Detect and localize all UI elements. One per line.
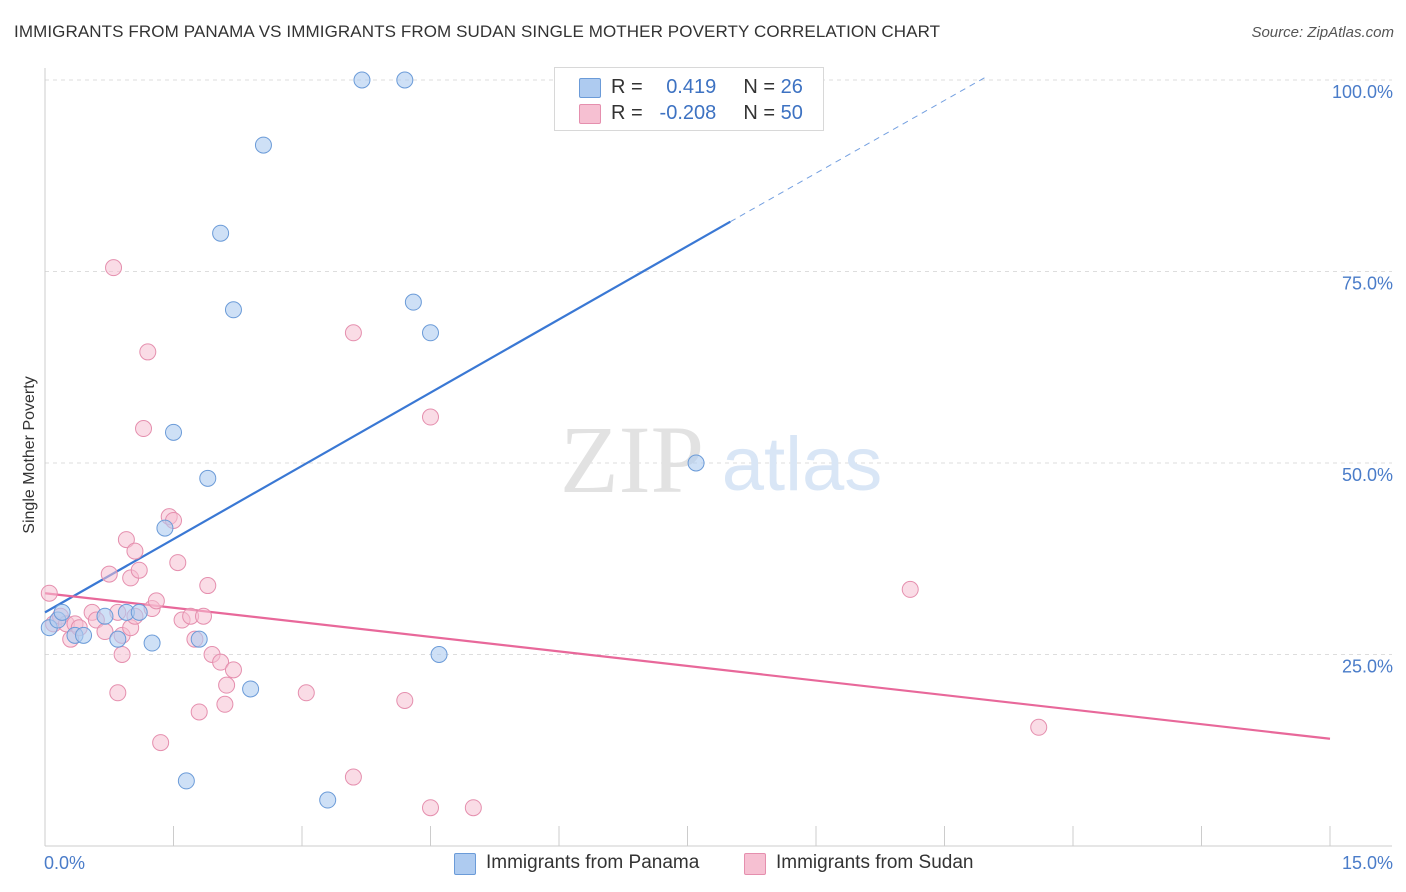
sudan-point — [152, 734, 170, 752]
legend-r-label: R = — [611, 102, 643, 124]
panama-point — [109, 630, 127, 648]
panama-point — [212, 224, 230, 242]
panama-trend-line — [44, 220, 731, 614]
panama-point — [190, 630, 208, 648]
sudan-point — [422, 408, 439, 426]
sudan-point — [224, 661, 242, 679]
sudan-point — [169, 554, 187, 572]
sudan-point — [100, 565, 118, 583]
y-tick-label: 25.0% — [1342, 657, 1393, 677]
tick-label-layer: 25.0% 50.0% 75.0% 100.0% 0.0% 15.0% — [44, 82, 1393, 873]
sudan-point — [139, 343, 157, 361]
legend-r-value: 0.419 — [666, 76, 717, 98]
panama-point — [143, 634, 161, 652]
panama-point — [165, 423, 182, 441]
sudan-point — [1030, 718, 1048, 736]
y-tick-label: 100.0% — [1332, 82, 1393, 102]
panama-point — [242, 680, 260, 698]
sudan-point — [901, 580, 919, 598]
sudan-point — [117, 531, 135, 549]
sudan-legend-label: Immigrants from Sudan — [776, 852, 974, 873]
chart-title: IMMIGRANTS FROM PANAMA VS IMMIGRANTS FRO… — [14, 22, 941, 41]
panama-point — [319, 791, 337, 809]
legend-n-value: 26 — [780, 76, 803, 98]
legend-n-label: N = — [743, 76, 776, 98]
sudan-point — [147, 592, 165, 610]
panama-point — [156, 519, 174, 537]
panama-point — [224, 301, 242, 319]
source-label: Source: ZipAtlas.com — [1251, 24, 1394, 41]
sudan-point — [194, 607, 212, 625]
sudan-point — [216, 695, 234, 713]
sudan-point — [135, 420, 153, 438]
sudan-point — [113, 646, 131, 663]
sudan-point — [126, 542, 144, 560]
legend-r-value: -0.208 — [659, 102, 717, 124]
sudan-point — [344, 768, 362, 786]
panama-point — [422, 324, 439, 342]
panama-point — [396, 71, 414, 89]
panama-point — [353, 71, 371, 89]
panama-swatch — [579, 78, 601, 98]
panama-trend-extension — [730, 75, 988, 223]
sudan-point — [199, 577, 217, 595]
sudan-point — [344, 324, 362, 342]
sudan-point — [105, 259, 123, 277]
sudan-point — [396, 691, 414, 709]
panama-point — [687, 454, 705, 472]
panama-point — [96, 607, 114, 625]
grid-layer — [45, 79, 1392, 655]
sudan-point — [109, 684, 127, 702]
sudan-point — [190, 703, 208, 721]
correlation-legend: R = 0.419 N = 26 R = -0.208 N = 50 — [554, 67, 824, 131]
panama-point — [130, 603, 148, 621]
panama-point — [404, 293, 422, 311]
panama-point — [53, 603, 71, 621]
watermark-atlas: atlas — [722, 422, 883, 507]
y-tick-label: 50.0% — [1342, 465, 1393, 485]
panama-point — [177, 772, 195, 790]
sudan-swatch — [579, 104, 601, 124]
panama-point — [199, 469, 217, 487]
sudan-point — [422, 799, 439, 817]
x-tick-label: 15.0% — [1342, 853, 1393, 873]
legend-n-label: N = — [743, 102, 776, 124]
panama-legend-swatch — [454, 853, 476, 875]
point-layer — [40, 71, 1048, 817]
sudan-point — [218, 676, 236, 694]
panama-legend-label: Immigrants from Panama — [486, 852, 700, 873]
panama-point — [75, 626, 93, 644]
sudan-point — [464, 799, 482, 817]
watermark: ZIP atlas — [560, 406, 882, 513]
trend-layer — [44, 75, 1331, 740]
sudan-point — [297, 684, 315, 702]
watermark-zip: ZIP — [560, 406, 704, 513]
sudan-point — [40, 584, 58, 602]
y-tick-label: 75.0% — [1342, 274, 1393, 294]
sudan-point — [130, 561, 148, 579]
sudan-point — [212, 653, 230, 671]
axis-layer — [44, 68, 1392, 847]
legend-r-label: R = — [611, 76, 643, 98]
sudan-trend-line — [44, 592, 1331, 740]
sudan-legend-swatch — [744, 853, 766, 875]
panama-point — [430, 646, 448, 663]
legend-n-value: 50 — [780, 102, 803, 124]
panama-point — [254, 136, 272, 154]
x-tick-label: 0.0% — [44, 853, 85, 873]
